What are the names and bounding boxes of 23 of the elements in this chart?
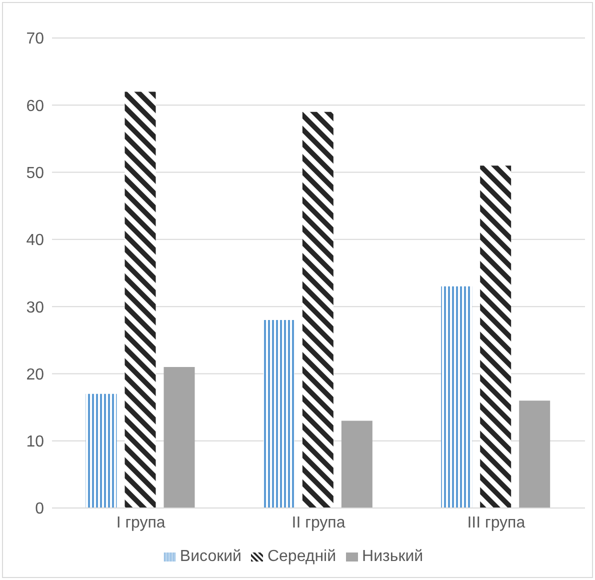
y-tick-label: 40 [26,232,44,250]
bar [124,92,156,508]
bar [341,420,372,508]
bar [302,112,334,508]
y-tick-label: 20 [26,366,44,384]
legend-label: Середній [267,548,336,565]
bar [480,166,512,508]
y-tick-label: 70 [26,30,44,48]
y-tick-label: 10 [26,434,44,451]
bar [263,320,294,508]
legend-label: Низький [362,548,424,565]
y-tick-label: 60 [26,98,44,115]
bar [441,286,472,508]
legend-label: Високий [180,548,242,565]
y-tick-label: 0 [35,500,44,518]
y-tick-label: 30 [26,299,44,316]
x-tick-label: III група [467,514,526,532]
bar [86,394,117,508]
y-tick-label: 50 [26,164,44,182]
x-tick-label: II група [292,514,346,532]
bar [519,400,550,508]
bar [164,367,195,508]
x-tick-label: I група [116,514,166,532]
